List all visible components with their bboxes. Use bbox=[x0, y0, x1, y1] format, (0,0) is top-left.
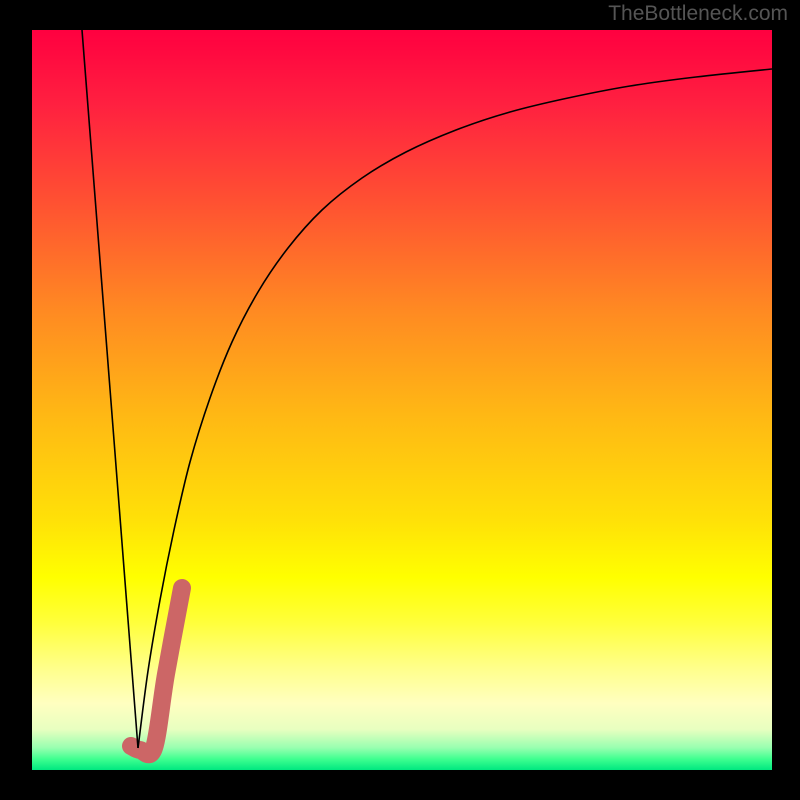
chart-frame: TheBottleneck.com bbox=[0, 0, 800, 800]
chart-lines bbox=[32, 30, 772, 770]
plot-area bbox=[32, 30, 772, 770]
left-line bbox=[82, 30, 138, 748]
watermark-text: TheBottleneck.com bbox=[608, 2, 788, 26]
highlight-segment bbox=[131, 588, 182, 754]
right-curve bbox=[138, 69, 772, 748]
